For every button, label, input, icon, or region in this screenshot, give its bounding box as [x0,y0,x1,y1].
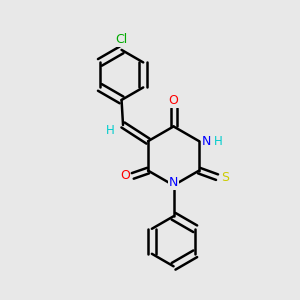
Text: O: O [169,94,178,107]
Text: Cl: Cl [116,33,128,46]
Text: N: N [169,176,178,189]
Text: O: O [120,169,130,182]
Text: H: H [214,135,223,148]
Text: H: H [106,124,115,137]
Text: S: S [221,171,229,184]
Text: N: N [201,135,211,148]
